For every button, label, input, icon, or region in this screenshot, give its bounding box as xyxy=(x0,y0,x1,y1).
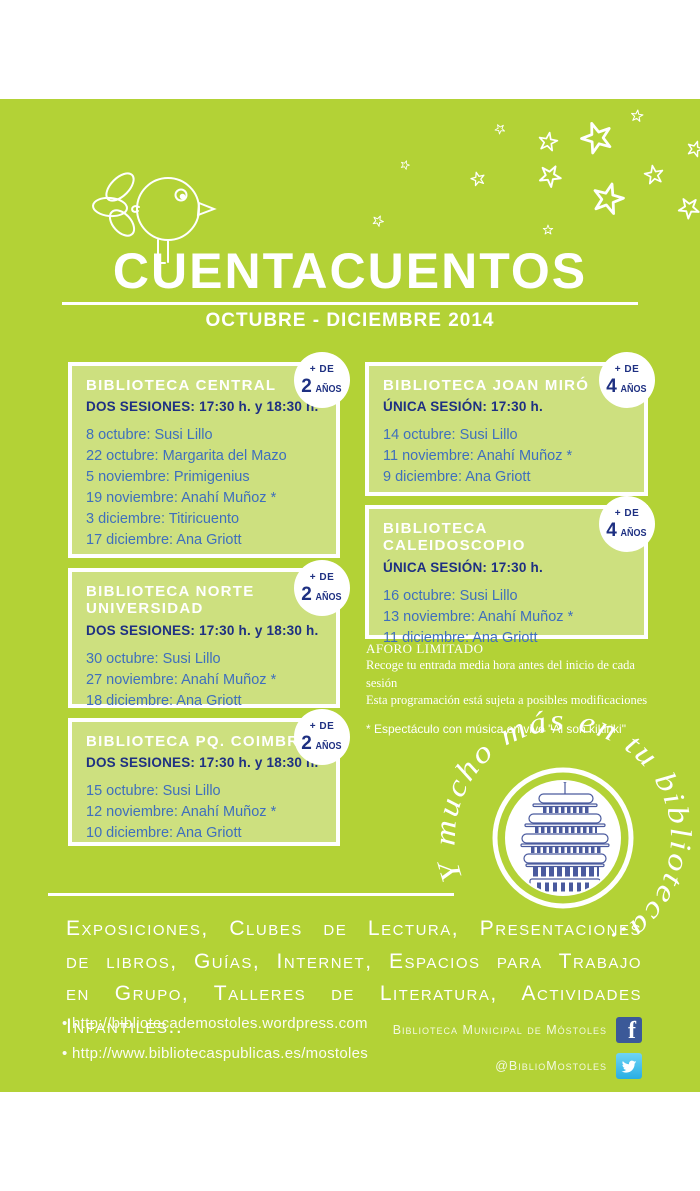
library-building-icon xyxy=(520,782,610,894)
event-line: 17 diciembre: Ana Griott xyxy=(86,532,242,549)
event-list: 30 octubre: Susi Lillo 27 noviembre: Anah… xyxy=(86,649,322,712)
age-badge: + DE 2 AÑOS xyxy=(294,560,350,616)
age-badge-prefix: + DE xyxy=(614,363,640,375)
age-badge-prefix: + DE xyxy=(309,571,335,583)
event-line: 3 diciembre: Titiricuento xyxy=(86,511,240,528)
event-list: 16 octubre: Susi Lillo 13 noviembre: Anah… xyxy=(383,586,630,649)
seal-ring xyxy=(492,767,634,909)
facebook-label: Biblioteca Municipal de Móstoles xyxy=(392,1023,607,1037)
event-line: 11 diciembre: Ana Griott xyxy=(383,629,538,646)
age-badge: + DE 4 AÑOS xyxy=(599,496,655,552)
twitter-bird-icon xyxy=(621,1060,637,1073)
library-box-joan-miro: BIBLIOTECA JOAN MIRÓ ÚNICA SESIÓN: 17:30… xyxy=(365,362,648,496)
age-badge-unit: AÑOS xyxy=(620,527,647,539)
age-badge-unit: AÑOS xyxy=(315,740,342,752)
library-title: BIBLIOTECA NORTE UNIVERSIDAD xyxy=(86,583,255,618)
age-badge-number: 4 xyxy=(606,375,617,397)
facebook-icon[interactable] xyxy=(616,1017,642,1043)
age-badge-prefix: + DE xyxy=(309,363,335,375)
session-info: DOS SESIONES: 17:30 h. y 18:30 h. xyxy=(86,755,319,771)
event-line: 14 octubre: Susi Lillo xyxy=(383,427,518,444)
event-line: 19 noviembre: Anahí Muñoz * xyxy=(86,490,277,507)
aforo-line: Recoge tu entrada media hora antes del i… xyxy=(366,658,635,690)
page-title: CUENTACUENTOS xyxy=(112,243,588,299)
age-badge-prefix: + DE xyxy=(614,507,640,519)
library-title: BIBLIOTECA PQ. COIMBRA xyxy=(86,733,312,750)
twitter-label: @BiblioMostoles xyxy=(495,1059,607,1073)
library-title: BIBLIOTECA JOAN MIRÓ xyxy=(383,377,590,394)
event-line: 30 octubre: Susi Lillo xyxy=(86,650,221,667)
age-badge-number: 2 xyxy=(301,732,312,754)
age-badge-prefix: + DE xyxy=(309,720,335,732)
event-line: 5 noviembre: Primigenius xyxy=(86,469,250,486)
stars-decoration-icon xyxy=(370,108,700,235)
event-list: 15 octubre: Susi Lillo 12 noviembre: Anah… xyxy=(86,781,322,844)
library-box-pq-coimbra: BIBLIOTECA PQ. COIMBRA DOS SESIONES: 17:… xyxy=(68,718,340,846)
event-line: 12 noviembre: Anahí Muñoz * xyxy=(86,804,277,821)
age-badge: + DE 2 AÑOS xyxy=(294,352,350,408)
event-line: 9 diciembre: Ana Griott xyxy=(383,469,531,486)
event-list: 14 octubre: Susi Lillo 11 noviembre: Anah… xyxy=(383,425,630,488)
link-bibliotecaspublicas[interactable]: http://www.bibliotecaspublicas.es/mostol… xyxy=(62,1045,368,1062)
age-badge-number: 4 xyxy=(606,519,617,541)
aforo-title: AFORO LIMITADO xyxy=(366,641,484,656)
age-badge-unit: AÑOS xyxy=(315,383,342,395)
library-box-central: BIBLIOTECA CENTRAL DOS SESIONES: 17:30 h… xyxy=(68,362,340,558)
title-underline xyxy=(62,302,638,305)
session-info: DOS SESIONES: 17:30 h. y 18:30 h. xyxy=(86,622,319,638)
social-twitter[interactable]: @BiblioMostoles xyxy=(495,1053,642,1079)
event-line: 8 octubre: Susi Lillo xyxy=(86,427,213,444)
bird-doodle-icon xyxy=(92,172,217,264)
session-info: ÚNICA SESIÓN: 17:30 h. xyxy=(383,399,543,415)
page-subtitle: OCTUBRE - DICIEMBRE 2014 xyxy=(205,310,495,331)
event-line: 13 noviembre: Anahí Muñoz * xyxy=(383,608,574,625)
event-list: 8 octubre: Susi Lillo 22 octubre: Margari… xyxy=(86,425,322,551)
social-facebook[interactable]: Biblioteca Municipal de Móstoles xyxy=(393,1017,642,1043)
library-seal: Y mucho más en tu biblioteca.. xyxy=(428,704,695,960)
event-line: 16 octubre: Susi Lillo xyxy=(383,587,518,604)
library-title: BIBLIOTECA CALEIDOSCOPIO xyxy=(383,520,526,555)
age-badge-number: 2 xyxy=(301,583,312,605)
session-info: ÚNICA SESIÓN: 17:30 h. xyxy=(383,559,543,575)
event-line: 10 diciembre: Ana Griott xyxy=(86,825,242,842)
links-block: http://bibliotecademostoles.wordpress.co… xyxy=(62,1015,368,1075)
library-box-norte-universidad: BIBLIOTECA NORTE UNIVERSIDAD DOS SESIONE… xyxy=(68,568,340,709)
age-badge-number: 2 xyxy=(301,375,312,397)
event-line: 22 octubre: Margarita del Mazo xyxy=(86,448,287,465)
library-title: BIBLIOTECA CENTRAL xyxy=(86,377,277,394)
link-wordpress[interactable]: http://bibliotecademostoles.wordpress.co… xyxy=(62,1015,368,1032)
event-line: 27 noviembre: Anahí Muñoz * xyxy=(86,671,277,688)
twitter-icon[interactable] xyxy=(616,1053,642,1079)
session-info: DOS SESIONES: 17:30 h. y 18:30 h. xyxy=(86,399,319,415)
age-badge-unit: AÑOS xyxy=(620,383,647,395)
event-line: 18 diciembre: Ana Griott xyxy=(86,692,242,709)
asterisk-footnote: * Espectáculo con música en vivo "Al son… xyxy=(366,721,626,736)
event-line: 15 octubre: Susi Lillo xyxy=(86,783,221,800)
age-badge: + DE 4 AÑOS xyxy=(599,352,655,408)
age-badge-unit: AÑOS xyxy=(315,591,342,603)
event-line: 11 noviembre: Anahí Muñoz * xyxy=(383,448,573,465)
divider-line xyxy=(48,893,454,896)
library-box-caleidoscopio: BIBLIOTECA CALEIDOSCOPIO ÚNICA SESIÓN: 1… xyxy=(365,505,648,646)
age-badge: + DE 2 AÑOS xyxy=(294,709,350,765)
poster-green-background: CUENTACUENTOS OCTUBRE - DICIEMBRE 2014 B… xyxy=(0,99,700,1092)
aforo-line: Esta programación está sujeta a posibles… xyxy=(366,693,648,707)
capacity-notes: AFORO LIMITADO Recoge tu entrada media h… xyxy=(366,641,658,736)
